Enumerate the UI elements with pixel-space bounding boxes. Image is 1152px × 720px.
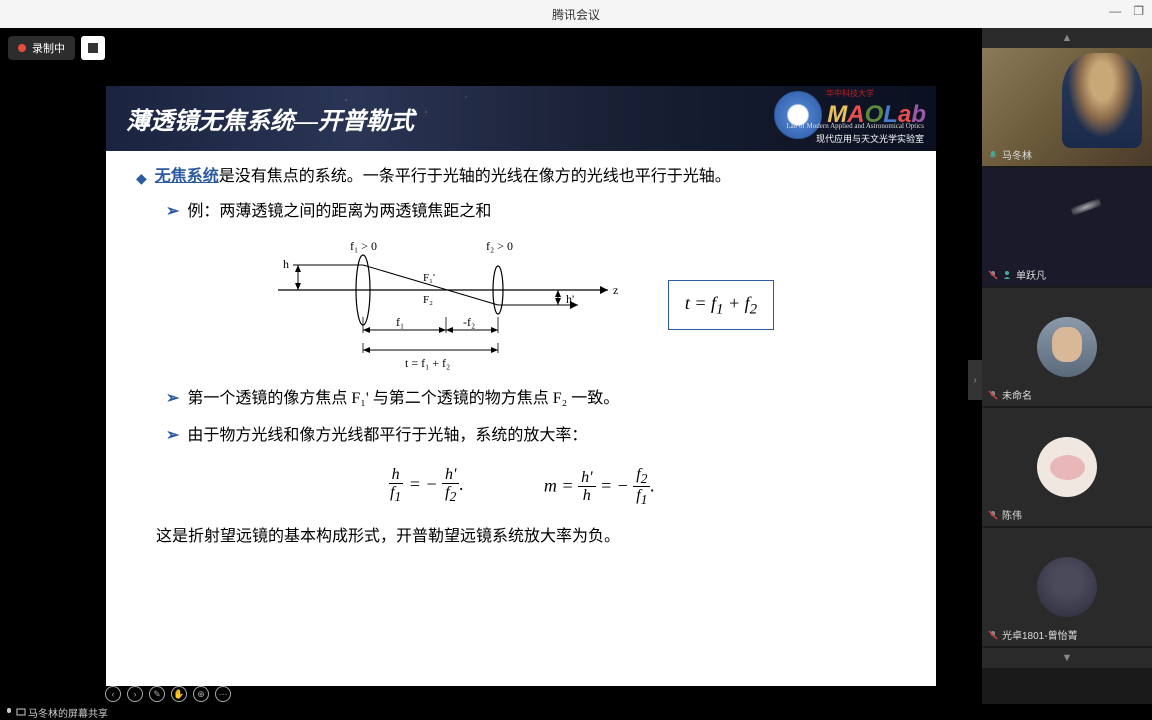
optics-diagram: z h xyxy=(268,235,628,375)
slide-body: ◆ 无焦系统是没有焦点的系统。一条平行于光轴的光线在像方的光线也平行于光轴。 ➢… xyxy=(106,151,936,564)
participants-sidebar: ▲ 马冬林 单跃凡 未命名 xyxy=(982,28,1152,704)
screen-icon xyxy=(16,707,26,717)
tool-zoom[interactable]: ⊕ xyxy=(193,686,209,702)
t-eq: t = f₁ + f₂ xyxy=(405,356,450,370)
content-area: 录制中 薄透镜无焦系统—开普勒式 华中科技大学 MAOLab xyxy=(0,28,982,704)
participant-name-bar: 马冬林 xyxy=(988,147,1032,162)
participant-tile[interactable]: 未命名 xyxy=(982,288,1152,406)
F2-label: F₂ xyxy=(423,294,433,306)
mic-muted-icon xyxy=(988,270,998,280)
formula-1: hf1 = − h'f2. xyxy=(387,466,464,509)
arrow-icon: ➢ xyxy=(166,198,179,227)
lab-subtitle-cn: 现代应用与天文光学实验室 xyxy=(816,132,924,145)
maximize-icon[interactable]: ❐ xyxy=(1133,4,1144,18)
point3-text: 由于物方光线和像方光线都平行于光轴，系统的放大率： xyxy=(187,422,587,451)
stop-icon xyxy=(88,43,98,53)
slide-tools: ‹ › ✎ ✋ ⊕ ⋯ xyxy=(105,686,231,702)
participant-tile[interactable]: 单跃凡 xyxy=(982,168,1152,286)
scroll-down-button[interactable]: ▼ xyxy=(982,648,1152,668)
h-label: h xyxy=(283,257,289,271)
participant-name-bar: 光卓1801-曾怡菁 xyxy=(988,627,1078,642)
lab-subtitle-en: Lab of Modern Applied and Astronomical O… xyxy=(786,122,924,130)
conclusion-text: 这是折射望远镜的基本构成形式，开普勒望远镜系统放大率为负。 xyxy=(156,523,906,552)
tool-next[interactable]: › xyxy=(127,686,143,702)
share-label: 马冬林的屏幕共享 xyxy=(28,705,108,720)
diamond-icon: ◆ xyxy=(136,167,147,192)
recording-bar: 录制中 xyxy=(8,36,105,60)
arrow-icon: ➢ xyxy=(166,385,179,414)
minimize-icon[interactable]: — xyxy=(1109,4,1121,18)
arrow-icon: ➢ xyxy=(166,422,179,451)
slide-wrapper: 薄透镜无焦系统—开普勒式 华中科技大学 MAOLab Lab of Modern… xyxy=(0,28,982,704)
F1p-label: F₁' xyxy=(423,272,435,284)
tool-more[interactable]: ⋯ xyxy=(215,686,231,702)
main-area: 录制中 薄透镜无焦系统—开普勒式 华中科技大学 MAOLab xyxy=(0,28,1152,704)
mic-icon xyxy=(988,150,998,160)
point2-bullet: ➢ 第一个透镜的像方焦点 F₁' 与第二个透镜的物方焦点 F₂ 一致。 xyxy=(166,385,906,414)
tool-prev[interactable]: ‹ xyxy=(105,686,121,702)
hp-label: h' xyxy=(566,292,574,306)
titlebar: 腾讯会议 — ❐ xyxy=(0,0,1152,28)
stop-button[interactable] xyxy=(81,36,105,60)
window-title: 腾讯会议 xyxy=(552,6,600,23)
mic-muted-icon xyxy=(988,390,998,400)
example-bullet: ➢ 例：两薄透镜之间的距离为两透镜焦距之和 xyxy=(166,198,906,227)
slide-header: 薄透镜无焦系统—开普勒式 华中科技大学 MAOLab Lab of Modern… xyxy=(106,86,936,151)
point2-text: 第一个透镜的像方焦点 F₁' 与第二个透镜的物方焦点 F₂ 一致。 xyxy=(187,385,619,414)
participant-tile[interactable]: 陈伟 xyxy=(982,408,1152,526)
formula-box: t = f1 + f2 xyxy=(668,280,774,331)
mic-icon xyxy=(4,707,14,717)
window-controls: — ❐ xyxy=(1109,4,1144,18)
record-dot-icon xyxy=(18,44,26,52)
participant-tile[interactable]: 光卓1801-曾怡菁 xyxy=(982,528,1152,646)
tool-hand[interactable]: ✋ xyxy=(171,686,187,702)
tool-pen[interactable]: ✎ xyxy=(149,686,165,702)
participant-name-bar: 陈伟 xyxy=(988,507,1022,522)
person-icon xyxy=(1002,270,1012,280)
recording-label: 录制中 xyxy=(32,40,65,56)
participant-name-bar: 单跃凡 xyxy=(988,267,1046,282)
participant-avatar xyxy=(1037,317,1097,377)
slide: 薄透镜无焦系统—开普勒式 华中科技大学 MAOLab Lab of Modern… xyxy=(106,86,936,686)
scroll-up-button[interactable]: ▲ xyxy=(982,28,1152,48)
f1-label: f₁ > 0 xyxy=(350,239,377,253)
bullet-text: 无焦系统是没有焦点的系统。一条平行于光轴的光线在像方的光线也平行于光轴。 xyxy=(155,163,731,192)
formula-2: m = h'h = − f2f1. xyxy=(544,466,655,509)
participant-avatar xyxy=(1037,437,1097,497)
f2-dim: -f₂ xyxy=(463,315,475,329)
f2-label: f₂ > 0 xyxy=(486,239,513,253)
slide-title: 薄透镜无焦系统—开普勒式 xyxy=(126,101,414,136)
collapse-sidebar-button[interactable]: › xyxy=(968,360,982,400)
participant-avatar xyxy=(1037,557,1097,617)
main-bullet: ◆ 无焦系统是没有焦点的系统。一条平行于光轴的光线在像方的光线也平行于光轴。 xyxy=(136,163,906,192)
participant-name-bar: 未命名 xyxy=(988,387,1032,402)
z-axis-label: z xyxy=(613,283,618,297)
mic-muted-icon xyxy=(988,630,998,640)
f1-dim: f₁ xyxy=(396,315,404,329)
point3-bullet: ➢ 由于物方光线和像方光线都平行于光轴，系统的放大率： xyxy=(166,422,906,451)
recording-pill[interactable]: 录制中 xyxy=(8,36,75,60)
footer-bar: 马冬林的屏幕共享 xyxy=(0,704,1152,720)
participant-tile[interactable]: 马冬林 xyxy=(982,48,1152,166)
emphasized-term: 无焦系统 xyxy=(155,168,219,185)
diagram-row: z h xyxy=(136,235,906,375)
mic-muted-icon xyxy=(988,510,998,520)
example-text: 例：两薄透镜之间的距离为两透镜焦距之和 xyxy=(187,198,491,227)
formula-row: hf1 = − h'f2. m = h'h = − f2f1. xyxy=(136,466,906,509)
